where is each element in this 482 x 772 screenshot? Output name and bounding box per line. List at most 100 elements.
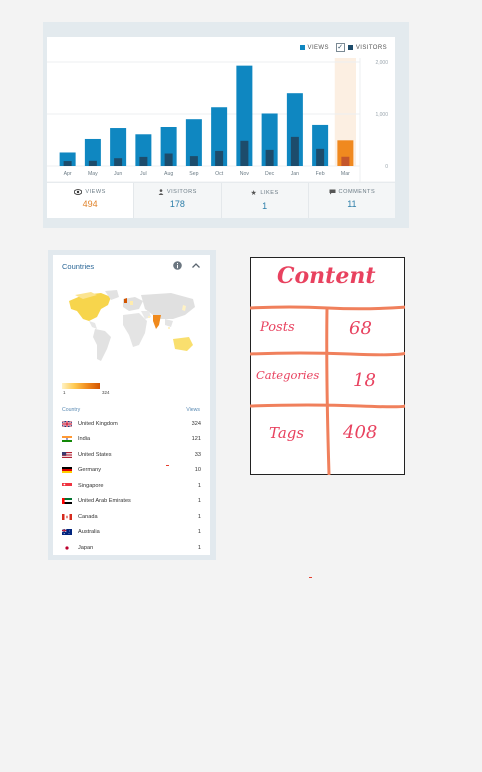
canada-flag-icon <box>62 513 72 520</box>
eye-icon <box>74 189 83 195</box>
countries-title: Countries <box>62 262 95 271</box>
x-tick-label: Jun <box>114 171 122 177</box>
list-item[interactable]: Singapore 1 <box>62 478 201 494</box>
posts-value: 68 <box>349 318 372 339</box>
tab-likes-value: 1 <box>262 201 268 211</box>
tab-comments[interactable]: COMMENTS 11 <box>307 183 395 218</box>
content-title: Content <box>277 263 376 289</box>
posts-label: Posts <box>260 320 295 335</box>
tab-visitors[interactable]: VISITORS 178 <box>133 183 221 218</box>
list-item[interactable]: United States 33 <box>62 447 201 463</box>
country-views: 1 <box>197 513 201 520</box>
map-canada-north <box>75 292 97 299</box>
comment-icon <box>329 189 336 195</box>
x-tick-label: Jan <box>291 171 299 177</box>
countries-panel: Countries <box>48 250 216 560</box>
chart-legend: VIEWS ✓ VISITORS <box>299 43 387 52</box>
tab-views[interactable]: VIEWS 494 <box>47 183 134 218</box>
x-tick-label: Apr <box>64 171 72 177</box>
tab-likes[interactable]: ★ LIKES 1 <box>220 183 308 218</box>
content-table-card: Content Posts 68 Categories 18 Tags 408 <box>250 257 405 475</box>
stats-tabs: VIEWS 494 VISITORS 178 ★ LIKES 1 <box>47 182 395 218</box>
x-tick-label: Nov <box>240 171 250 177</box>
map-central-america <box>89 321 97 329</box>
visitors-bar <box>341 156 350 166</box>
visitors-legend-label: VISITORS <box>355 44 387 51</box>
country-views: 1 <box>197 529 201 536</box>
countries-header: Countries <box>53 255 210 277</box>
list-item[interactable]: Japan 1 <box>62 540 201 556</box>
visitors-bar <box>63 161 72 166</box>
visitors-bar <box>164 153 173 166</box>
tab-comments-value: 11 <box>347 199 357 209</box>
visitors-legend-swatch <box>347 45 353 50</box>
info-icon[interactable] <box>173 261 182 270</box>
y-tick-label: 1,000 <box>375 112 388 118</box>
visitors-bar <box>265 149 274 166</box>
views-bar <box>110 128 127 166</box>
world-map <box>69 290 195 361</box>
visitors-bar <box>240 140 249 166</box>
categories-label: Categories <box>256 368 320 382</box>
country-name: Germany <box>78 467 102 474</box>
tags-value: 408 <box>343 422 378 443</box>
categories-value: 18 <box>353 370 376 391</box>
x-tick-label: Feb <box>316 171 325 177</box>
visitors-bar <box>316 148 325 166</box>
list-item[interactable]: Australia 1 <box>62 525 201 541</box>
tab-comments-label: COMMENTS <box>338 189 376 195</box>
chevron-up-icon[interactable] <box>191 261 201 270</box>
visitors-bar <box>189 156 198 166</box>
list-item[interactable]: India 121 <box>62 432 201 448</box>
list-item[interactable]: United Kingdom 324 <box>62 416 201 432</box>
map-australia <box>173 337 193 351</box>
country-name: Australia <box>78 529 100 536</box>
uk-flag-icon <box>62 420 72 427</box>
map-greenland <box>105 290 119 300</box>
country-column-header: Country <box>62 407 81 413</box>
views-legend-label: VIEWS <box>307 44 329 51</box>
views-column-header: Views <box>186 407 200 413</box>
australia-flag-icon <box>62 529 72 536</box>
person-icon <box>158 189 164 195</box>
views-bar <box>84 138 101 166</box>
tab-views-label: VIEWS <box>85 189 106 195</box>
germany-flag-icon <box>62 467 72 474</box>
country-views: 324 <box>191 420 201 427</box>
japan-flag-icon <box>62 544 72 551</box>
country-name: Singapore <box>78 482 104 489</box>
list-item[interactable]: Canada 1 <box>62 509 201 525</box>
us-flag-icon <box>62 451 72 458</box>
uae-flag-icon <box>62 498 72 505</box>
x-tick-label: Mar <box>341 171 350 177</box>
country-name: Canada <box>78 513 98 520</box>
highlight-column <box>334 58 356 166</box>
map-southeast-asia <box>165 319 173 327</box>
x-tick-label: May <box>88 171 98 177</box>
x-tick-label: Jul <box>140 171 147 177</box>
x-tick-label: Oct <box>215 171 224 177</box>
country-name: United States <box>78 451 112 458</box>
list-item[interactable]: United Arab Emirates 1 <box>62 494 201 510</box>
map-scale-bar <box>62 383 100 389</box>
map-japan <box>182 305 186 311</box>
stray-mark <box>166 465 169 466</box>
tab-likes-label: LIKES <box>260 190 279 196</box>
singapore-flag-icon <box>62 482 72 489</box>
tags-label: Tags <box>269 424 305 442</box>
country-views: 1 <box>197 498 201 505</box>
y-tick-label: 0 <box>385 164 388 170</box>
map-scale-min: 1 <box>63 390 66 395</box>
visitors-bar <box>290 136 299 166</box>
list-item[interactable]: Germany 10 <box>62 463 201 479</box>
country-views: 33 <box>194 451 201 458</box>
stats-panel: VIEWS ✓ VISITORS 2,000 1,000 0 Apr May Jun Jul… <box>43 22 409 228</box>
country-name: India <box>78 436 91 443</box>
content-grid-lines <box>250 305 405 475</box>
visitors-checkbox[interactable]: ✓ <box>335 43 345 52</box>
star-icon: ★ <box>250 190 258 197</box>
visitors-bar <box>88 160 97 166</box>
tab-views-value: 494 <box>82 199 98 209</box>
map-singapore <box>168 327 170 329</box>
y-tick-label: 2,000 <box>375 60 388 66</box>
